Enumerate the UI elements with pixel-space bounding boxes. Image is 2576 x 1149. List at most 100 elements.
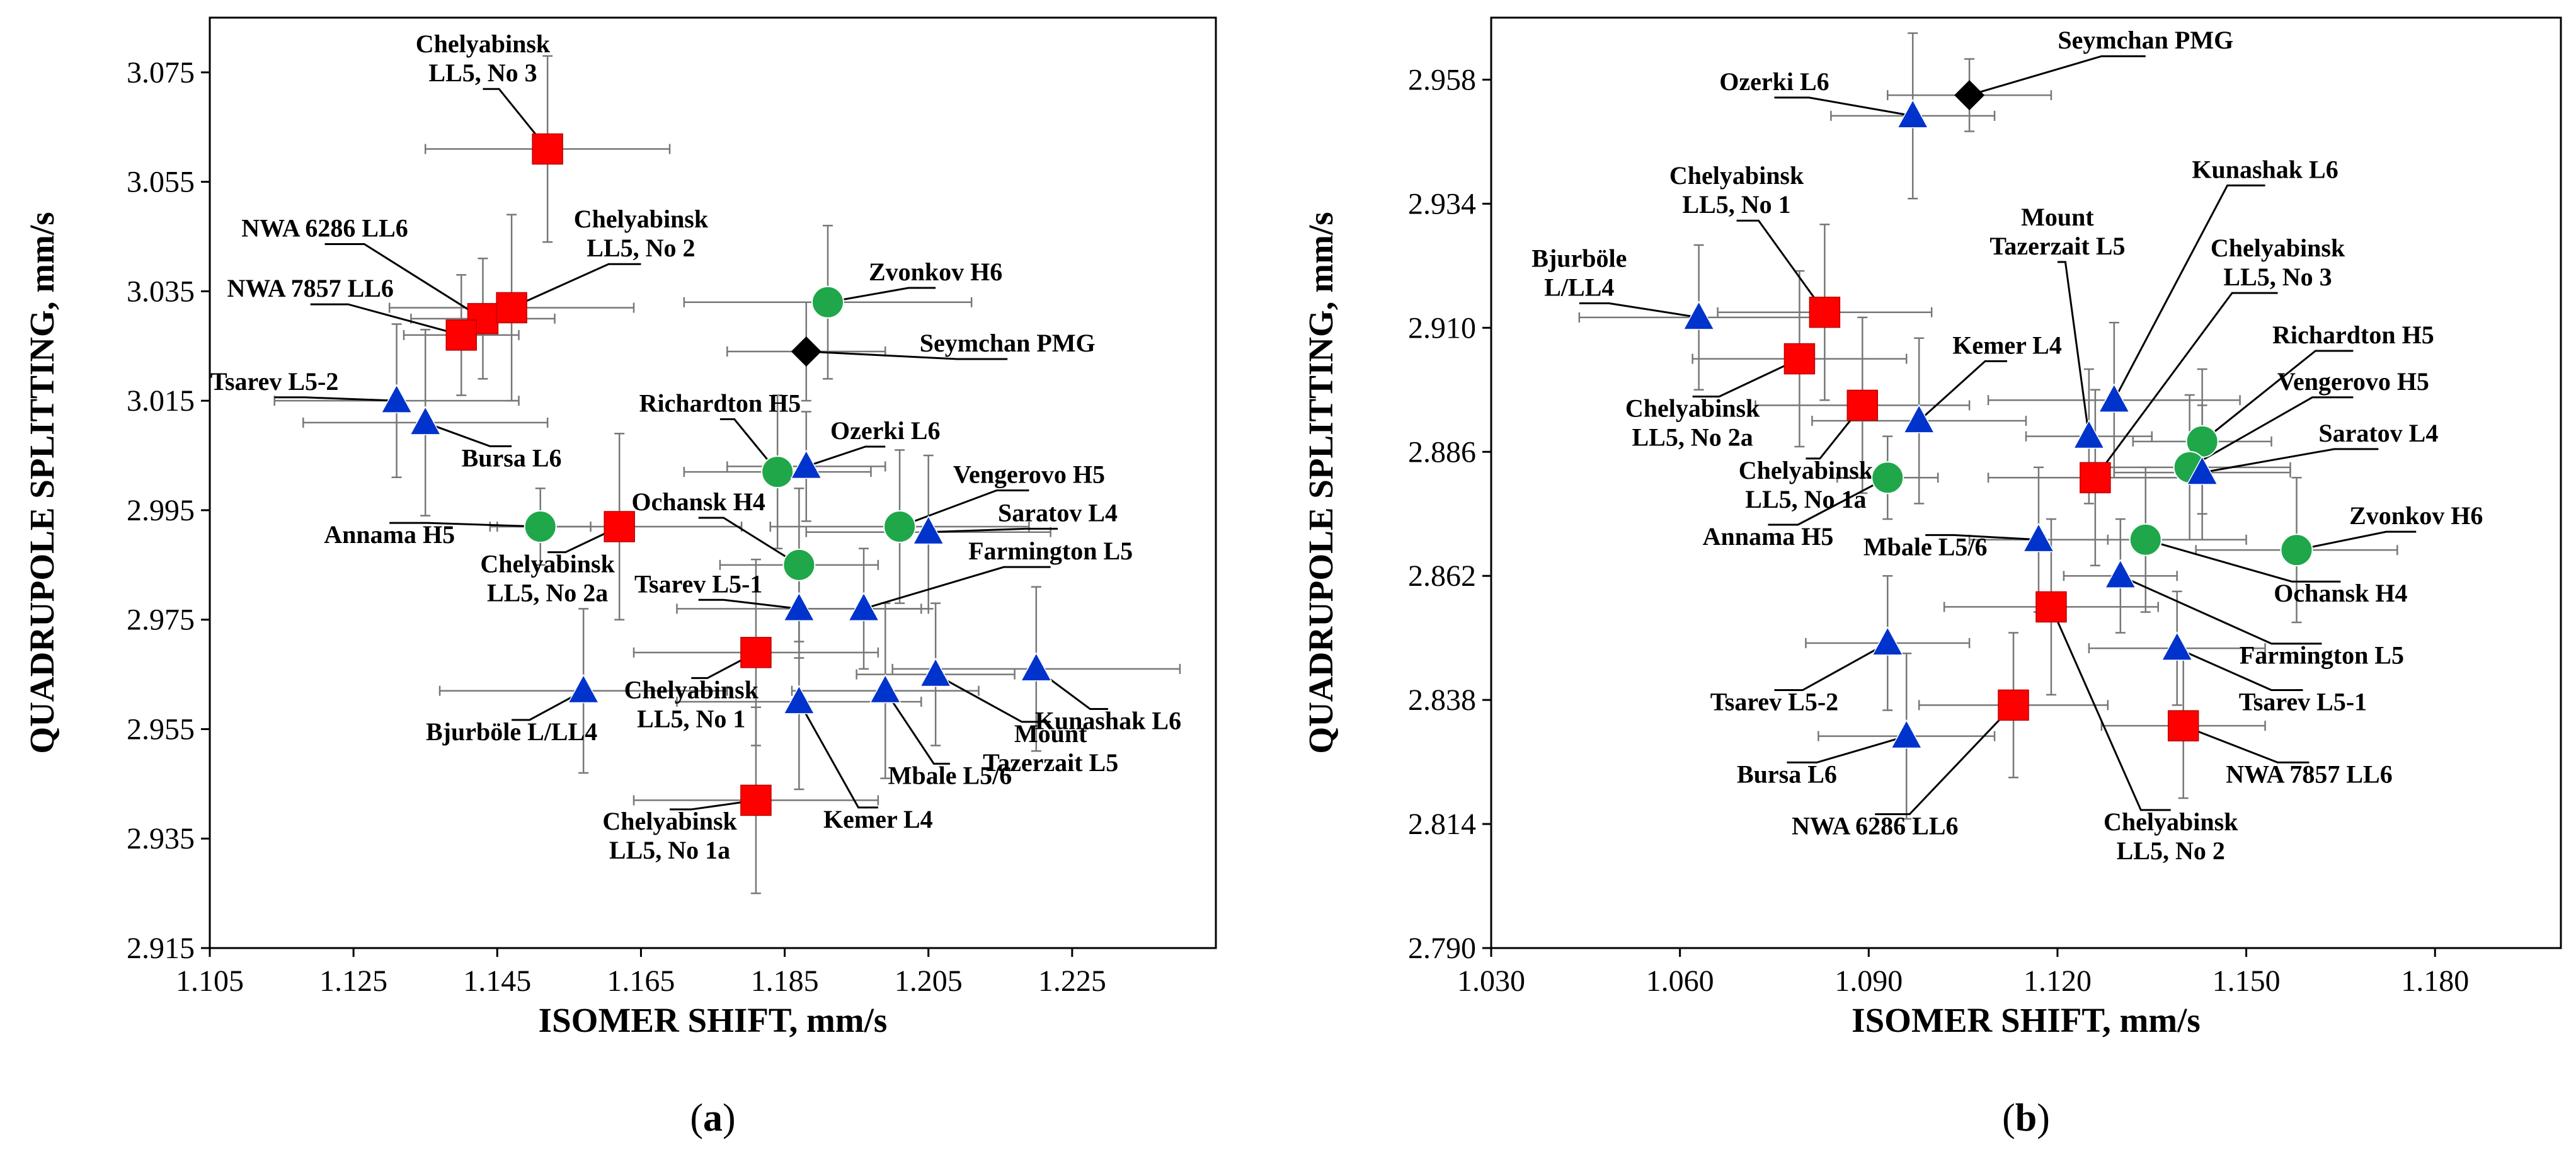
point-label-chelyabinsk-ll5-no-2: Chelyabinsk LL5, No 2 <box>2104 808 2238 865</box>
triangle-marker-bjurb-le-l-ll4 <box>567 673 600 704</box>
point-label-vengerovo-h5: Vengerovo H5 <box>953 460 1105 489</box>
point-label-bursa-l6: Bursa L6 <box>1737 760 1837 788</box>
triangle-marker-farmington-l5 <box>847 592 880 621</box>
triangle-marker-farmington-l5 <box>2104 559 2137 588</box>
x-tick-label: 1.185 <box>751 964 819 998</box>
label-leader-line <box>1774 642 1888 692</box>
square-marker-chelyabinsk-ll5-no-3 <box>532 133 563 165</box>
point-label-chelyabinsk-ll5-no-1: Chelyabinsk LL5, No 1 <box>1669 161 1804 219</box>
x-axis-title: ISOMER SHIFT, mm/s <box>1852 1001 2201 1039</box>
point-label-line: Mbale L5/6 <box>1863 532 1988 561</box>
point-label-line: Tazerzait L5 <box>1989 232 2125 260</box>
square-marker-chelyabinsk-ll5-no-1 <box>740 637 772 668</box>
point-label-line: Seymchan PMG <box>2058 26 2233 54</box>
label-leader-line <box>1918 360 2008 422</box>
x-tick-label: 1.180 <box>2401 964 2469 998</box>
label-leader-line <box>274 396 397 402</box>
point-label-chelyabinsk-ll5-no-2: Chelyabinsk LL5, No 2 <box>574 205 709 262</box>
point-label-line: LL5, No 2a <box>1632 423 1753 451</box>
point-label-ozerki-l6: Ozerki L6 <box>830 416 940 445</box>
point-label-line: LL5, No 2 <box>587 234 695 262</box>
panel-label: (a) <box>690 1097 735 1140</box>
triangle-marker-ozerki-l6 <box>1896 99 1929 129</box>
label-leader-line <box>698 598 799 610</box>
point-label-line: Vengerovo H5 <box>2277 367 2429 396</box>
plot-frame <box>209 16 1217 949</box>
point-label-line: LL5, No 3 <box>428 59 537 87</box>
point-label-line: Ochansk H4 <box>2274 579 2407 607</box>
point-label-line: Tsarev L5-2 <box>1710 688 1838 716</box>
point-label-kemer-l4: Kemer L4 <box>1952 331 2062 359</box>
label-leader-line <box>719 418 779 473</box>
y-tick-label: 2.975 <box>127 603 195 637</box>
point-label-line: Seymchan PMG <box>920 329 1096 357</box>
point-label-saratov-l4: Saratov L4 <box>2318 419 2438 447</box>
point-label-line: Chelyabinsk <box>624 675 759 704</box>
point-label-line: Richardton H5 <box>2272 321 2434 349</box>
label-leader-line <box>2202 448 2379 474</box>
label-leader-line <box>698 517 800 566</box>
y-tick-label: 2.995 <box>127 494 195 527</box>
label-leader-line <box>547 525 620 554</box>
label-leader-line <box>1579 302 1699 319</box>
triangle-marker-mbale-l5-6 <box>2022 522 2055 552</box>
point-label-tsarev-l5-1: Tsarev L5-1 <box>634 569 762 598</box>
triangle-marker-kemer-l4 <box>783 685 815 714</box>
y-tick-label: 2.862 <box>1408 559 1476 593</box>
point-label-chelyabinsk-ll5-no-1a: Chelyabinsk LL5, No 1a <box>602 807 737 864</box>
point-label-line: Chelyabinsk <box>602 807 737 835</box>
x-tick-label: 1.225 <box>1038 964 1106 998</box>
panel-label-close: ) <box>2037 1097 2050 1140</box>
label-leader-line <box>1768 476 1888 526</box>
label-leader-line <box>1925 534 2039 541</box>
x-tick-label: 1.145 <box>463 964 531 998</box>
point-label-kemer-l4: Kemer L4 <box>823 805 933 833</box>
x-axis-title: ISOMER SHIFT, mm/s <box>539 1001 888 1039</box>
label-leader-line <box>2094 292 2278 479</box>
point-label-line: NWA 6286 LL6 <box>241 214 408 243</box>
point-label-line: Bursa L6 <box>1737 760 1837 788</box>
panel-label-letter: b <box>2015 1097 2037 1140</box>
point-label-line: Tsarev L5-1 <box>634 569 762 598</box>
point-label-line: Kemer L4 <box>823 805 933 833</box>
triangle-marker-kunashak-l6 <box>2098 383 2131 413</box>
diamond-marker-seymchan-pmg <box>791 336 821 367</box>
label-leader-line <box>1969 55 2146 96</box>
label-leader-line <box>928 527 1058 534</box>
point-label-line: Ozerki L6 <box>1719 67 1829 96</box>
point-label-line: Zvonkov H6 <box>2349 501 2483 530</box>
label-leader-line <box>2113 184 2265 401</box>
point-label-ozerki-l6: Ozerki L6 <box>1719 67 1829 96</box>
point-label-line: Chelyabinsk <box>416 30 551 58</box>
label-leader-line <box>2183 724 2310 763</box>
panel-a: 1.105 1.125 1.145 1.165 1.185 1.205 1.225 2.915… <box>23 16 1217 1140</box>
point-label-line: Zvonkov H6 <box>869 258 1002 286</box>
label-leader-line <box>1035 668 1108 710</box>
square-marker-chelyabinsk-ll5-no-2 <box>496 292 527 324</box>
point-label-line: LL5, No 2 <box>2117 837 2225 865</box>
point-label-farmington-l5: Farmington L5 <box>968 537 1133 565</box>
point-label-line: LL5, No 3 <box>2223 263 2332 291</box>
point-label-richardton-h5: Richardton H5 <box>639 389 801 418</box>
point-label-line: Mount <box>1014 719 1087 748</box>
point-label-chelyabinsk-ll5-no-3: Chelyabinsk LL5, No 3 <box>2211 234 2345 291</box>
panel-label-close: ) <box>723 1097 736 1140</box>
label-leader-line <box>806 350 1008 360</box>
label-leader-line <box>1787 735 1907 763</box>
point-label-line: Tazerzait L5 <box>983 748 1118 777</box>
point-label-nwa-6286-ll6: NWA 6286 LL6 <box>1792 811 1959 840</box>
point-label-annama-h5: Annama H5 <box>324 520 455 549</box>
circle-marker-ochansk-h4 <box>782 548 816 581</box>
y-tick-label: 2.814 <box>1408 808 1476 841</box>
panel-label: (b) <box>2002 1097 2050 1140</box>
point-label-ochansk-h4: Ochansk H4 <box>2274 579 2407 607</box>
triangle-marker-kemer-l4 <box>1903 404 1935 433</box>
label-leader-line <box>324 243 484 320</box>
point-label-line: Chelyabinsk <box>2211 234 2345 262</box>
panel-b: 1.030 1.060 1.090 1.120 1.150 1.180 2.790 2.814… <box>1302 16 2562 1140</box>
point-label-annama-h5: Annama H5 <box>1703 522 1834 551</box>
triangle-marker-saratov-l4 <box>2186 455 2218 485</box>
label-leader-line <box>1736 219 1826 313</box>
